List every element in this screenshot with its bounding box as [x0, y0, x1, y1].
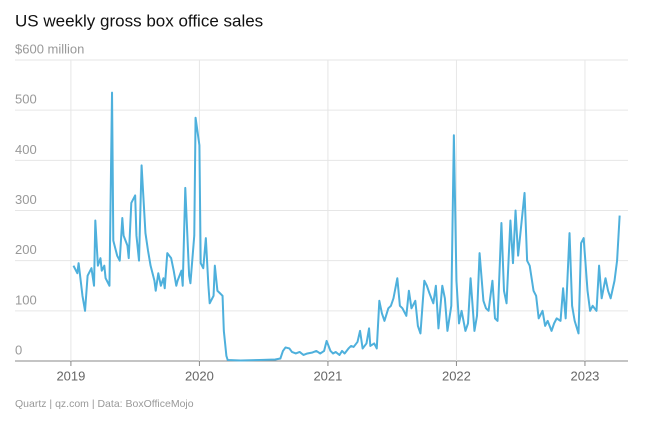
y-tick-label: 200 [15, 242, 37, 257]
y-tick-label: 400 [15, 142, 37, 157]
x-tick-label: 2023 [570, 368, 599, 383]
x-tick-label: 2021 [313, 368, 342, 383]
chart-title: US weekly gross box office sales [15, 11, 263, 30]
x-tick-label: 2022 [442, 368, 471, 383]
x-tick-label: 2019 [56, 368, 85, 383]
y-tick-label: 500 [15, 92, 37, 107]
y-tick-label: $600 million [15, 41, 84, 56]
y-tick-label: 100 [15, 292, 37, 307]
data-line [72, 91, 621, 362]
source: Quartz | qz.com | Data: BoxOfficeMojo [15, 398, 194, 410]
y-tick-label: 300 [15, 192, 37, 207]
x-tick-label: 2020 [185, 368, 214, 383]
y-tick-label: 0 [15, 342, 22, 357]
